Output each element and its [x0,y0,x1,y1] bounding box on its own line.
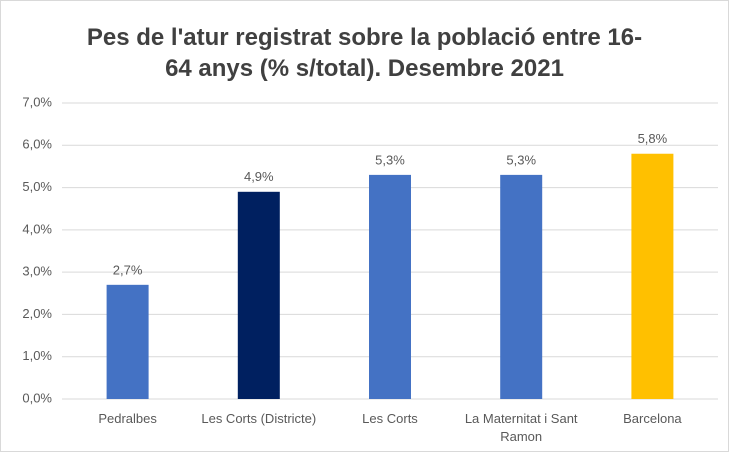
bar [106,284,149,399]
x-tick-label: Les Corts (Districte) [201,411,317,426]
x-tick-label: Pedralbes [98,411,157,426]
y-tick-label: 0,0% [22,390,52,405]
y-tick-label: 4,0% [22,221,52,236]
value-label: 2,7% [113,262,143,277]
bar [369,174,411,399]
x-tick-label: La Maternitat i Sant Ramon [464,411,578,444]
bar [631,153,674,399]
value-label: 5,8% [638,131,668,146]
value-label: 4,9% [244,169,274,184]
x-tick-label: Les Corts [362,411,418,426]
y-tick-label: 1,0% [22,348,52,363]
value-label: 5,3% [375,152,405,167]
y-tick-label: 7,0% [22,94,52,109]
bar [237,191,280,399]
bar [500,174,543,399]
x-tick-label: Barcelona [623,411,682,426]
y-tick-label: 2,0% [22,306,52,321]
chart-title: Pes de l'atur registrat sobre la poblaci… [86,24,643,82]
y-tick-label: 6,0% [22,137,52,152]
y-tick-label: 5,0% [22,179,52,194]
y-tick-label: 3,0% [22,264,52,279]
value-label: 5,3% [506,152,536,167]
